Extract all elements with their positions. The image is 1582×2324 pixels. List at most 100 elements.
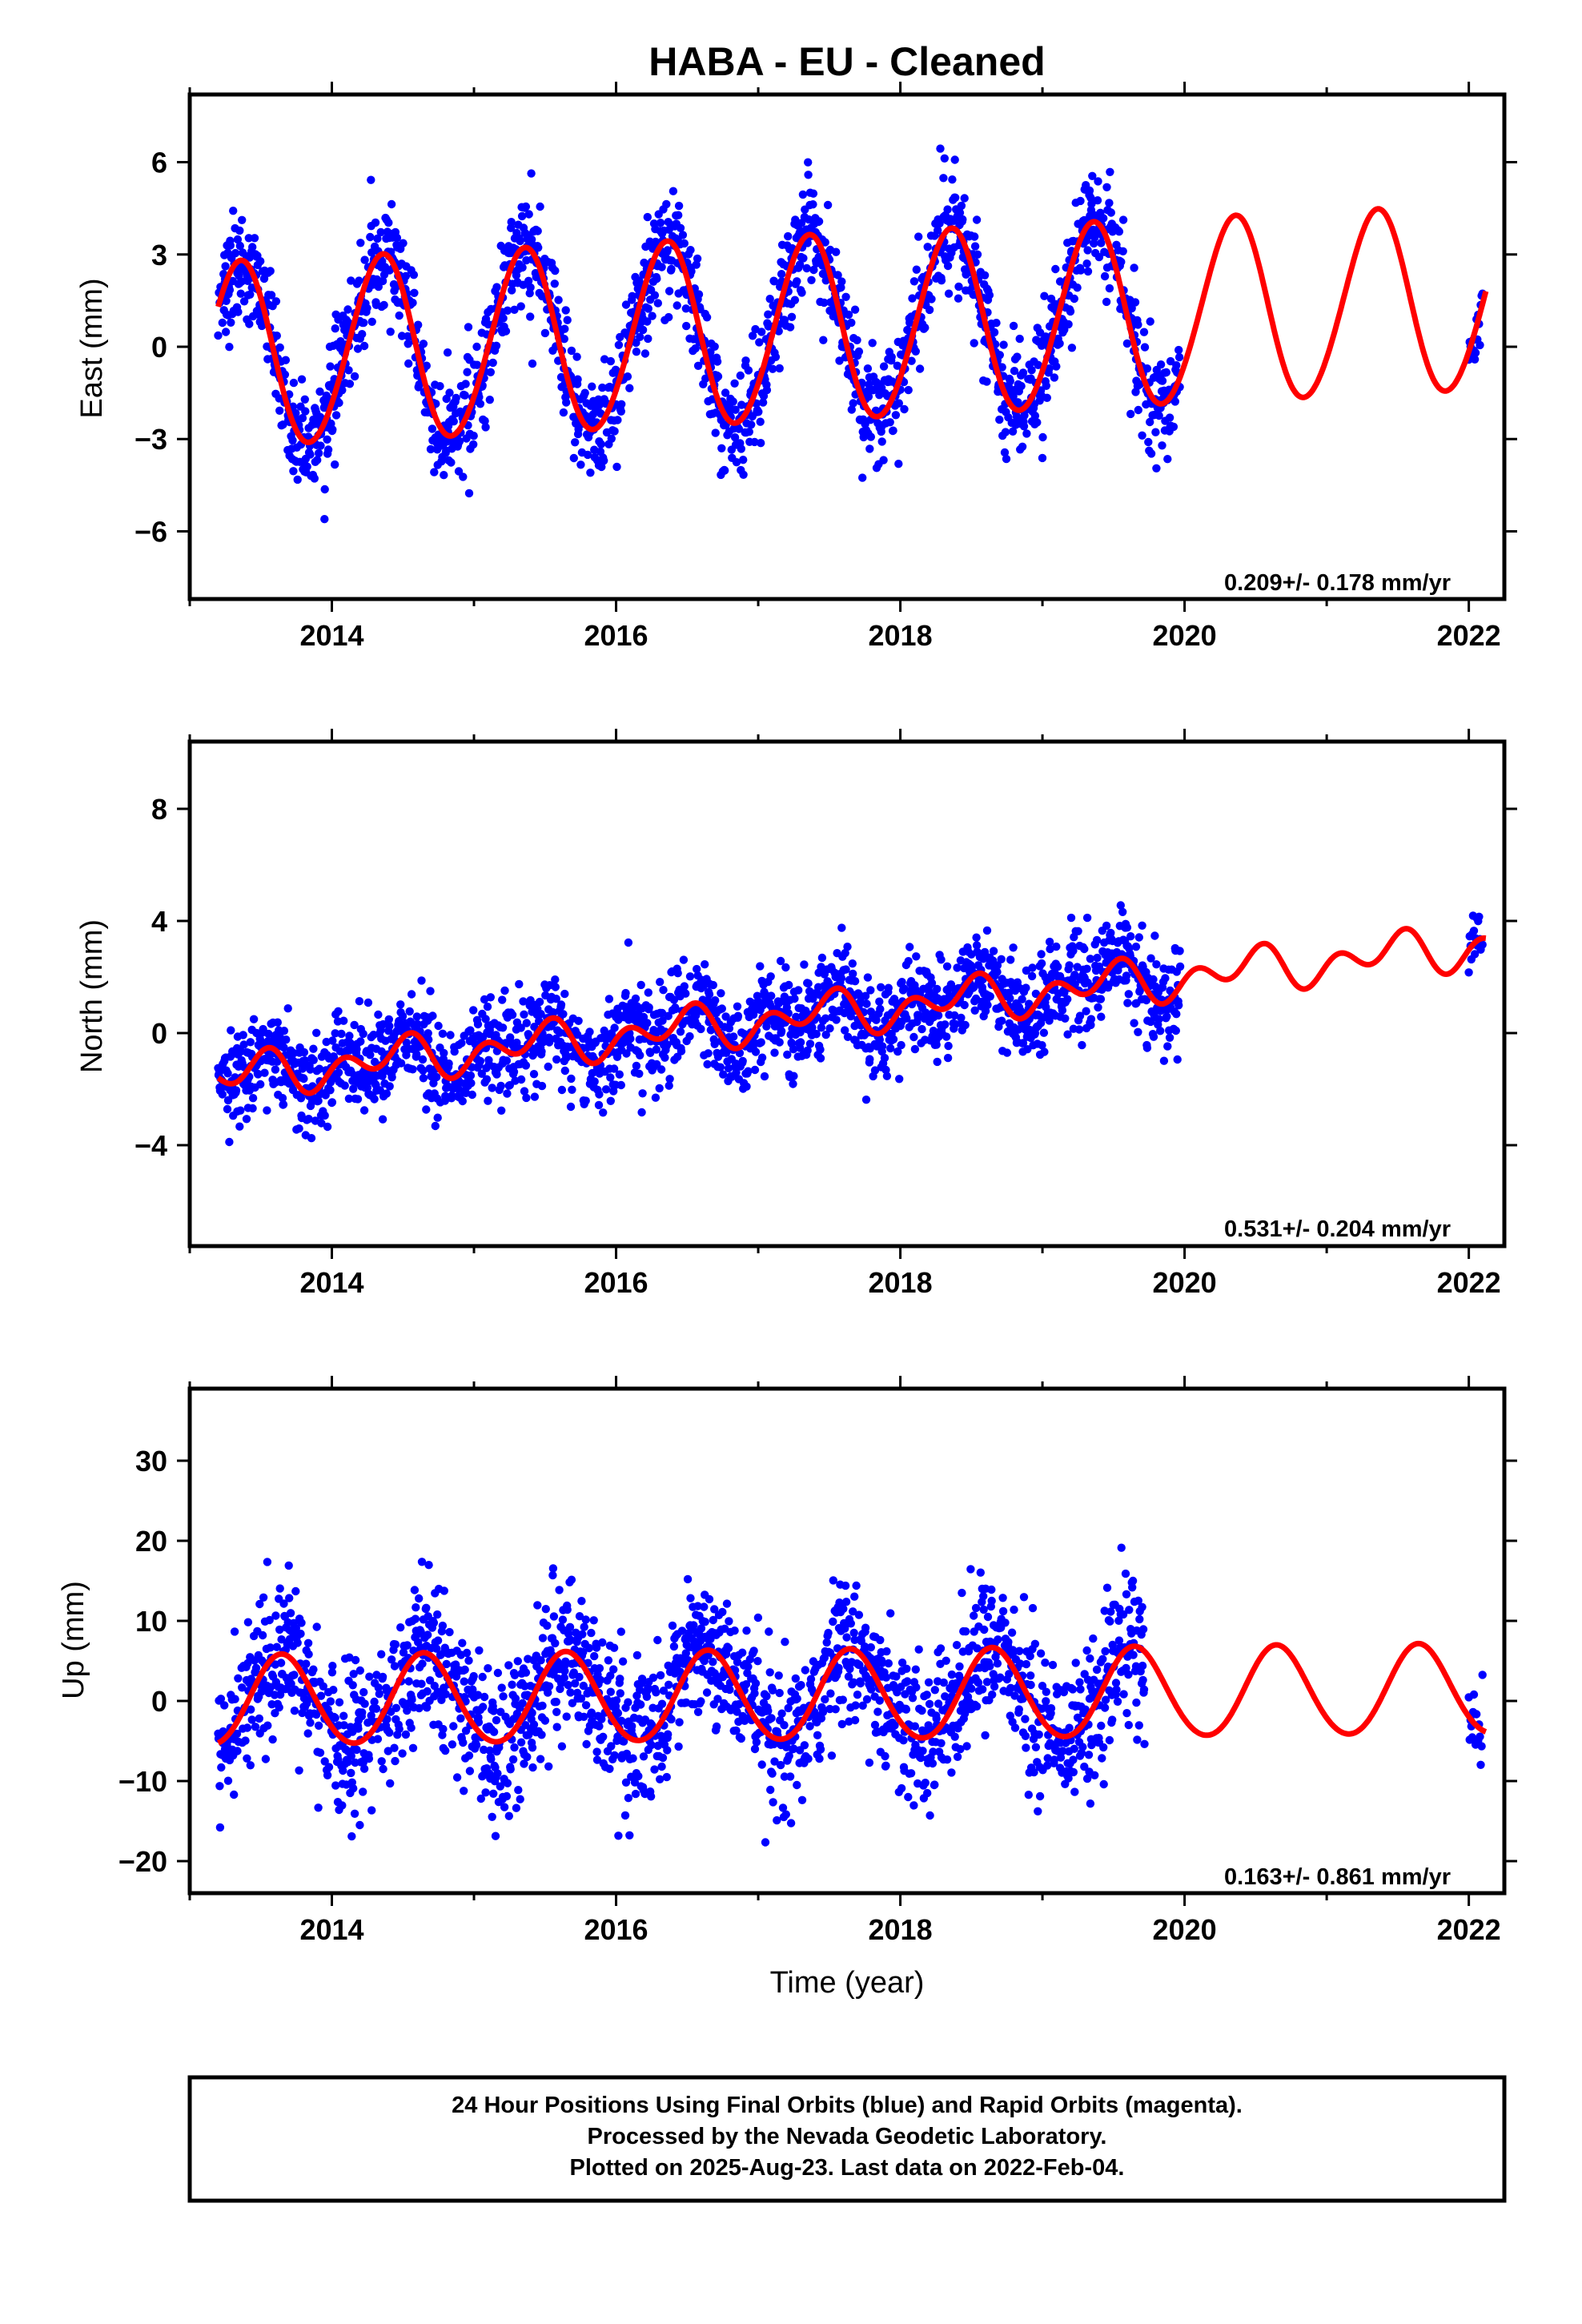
data-point: [652, 274, 661, 283]
data-point: [862, 999, 871, 1008]
data-point: [551, 975, 560, 984]
data-point: [353, 344, 363, 353]
data-point: [373, 1735, 383, 1743]
data-point: [401, 271, 411, 280]
data-point: [387, 199, 396, 209]
data-point: [1064, 320, 1073, 329]
data-point: [812, 1030, 821, 1039]
data-point: [1013, 352, 1022, 361]
data-point: [674, 201, 684, 211]
data-point: [248, 1094, 258, 1103]
data-point: [863, 973, 873, 982]
data-point: [492, 1715, 501, 1725]
data-point: [895, 1075, 904, 1084]
data-point: [1093, 953, 1102, 963]
data-point: [391, 1640, 400, 1649]
data-point: [534, 243, 543, 252]
data-point: [693, 1602, 702, 1610]
data-point: [552, 1707, 561, 1716]
data-point: [563, 316, 572, 324]
data-point: [614, 340, 624, 349]
data-point: [701, 374, 710, 383]
data-point: [999, 340, 1008, 349]
data-point: [729, 1032, 738, 1041]
data-point: [609, 1665, 618, 1674]
data-point: [552, 1698, 560, 1707]
data-point: [409, 271, 419, 279]
data-point: [510, 305, 519, 314]
data-point: [630, 1778, 640, 1787]
data-point: [359, 1029, 367, 1039]
data-point: [279, 1100, 288, 1109]
data-point: [877, 1042, 887, 1051]
data-point: [569, 453, 578, 463]
data-point: [386, 1779, 395, 1788]
data-point: [762, 385, 772, 395]
data-point: [673, 301, 681, 310]
data-point: [520, 1010, 528, 1019]
data-point: [563, 1605, 572, 1614]
data-point: [348, 1681, 357, 1690]
data-point: [303, 1729, 312, 1738]
data-point: [875, 997, 884, 1006]
data-point: [488, 1812, 496, 1821]
data-point: [1174, 352, 1184, 362]
data-point: [1162, 1012, 1171, 1021]
data-point: [551, 266, 560, 275]
model-curve-north: [216, 926, 1487, 1096]
data-point: [271, 1065, 280, 1074]
data-point: [408, 298, 417, 308]
data-point: [1135, 380, 1144, 389]
data-point: [587, 1628, 596, 1638]
data-point: [1034, 360, 1042, 369]
data-point: [326, 1086, 335, 1095]
data-point: [286, 1609, 295, 1618]
data-point: [762, 1022, 771, 1031]
data-point: [552, 1723, 561, 1731]
data-point: [754, 408, 763, 416]
data-point: [347, 1831, 356, 1841]
data-point: [897, 978, 906, 987]
data-point: [1022, 429, 1031, 438]
position-points-north: [214, 901, 1487, 1147]
data-point: [606, 1096, 615, 1106]
data-point: [499, 1692, 508, 1701]
data-point: [1073, 283, 1082, 292]
data-point: [404, 359, 413, 368]
data-point: [320, 1757, 329, 1766]
data-point: [337, 1029, 346, 1039]
data-point: [279, 1599, 288, 1608]
data-point: [894, 460, 903, 468]
data-point: [334, 1068, 343, 1077]
data-point: [632, 1061, 641, 1071]
data-point: [350, 1020, 359, 1030]
data-point: [689, 1621, 698, 1630]
data-point: [523, 1752, 532, 1762]
data-point: [419, 340, 428, 348]
data-point: [655, 1084, 664, 1093]
y-axis-label-east: East (mm): [75, 278, 109, 418]
data-point: [281, 356, 291, 364]
data-point: [1045, 364, 1054, 373]
data-point: [902, 1014, 911, 1023]
data-point: [594, 1100, 604, 1110]
data-point: [277, 1635, 286, 1644]
data-point: [359, 1106, 369, 1115]
data-point: [713, 357, 722, 366]
data-point: [710, 1039, 719, 1049]
data-point: [817, 953, 827, 963]
data-point: [679, 955, 689, 964]
data-point: [1134, 405, 1143, 415]
data-point: [445, 1627, 454, 1637]
data-point: [339, 1766, 347, 1775]
data-point: [1042, 381, 1051, 390]
data-point: [312, 1622, 321, 1631]
data-point: [482, 1075, 492, 1084]
data-point: [1038, 432, 1047, 442]
data-point: [819, 336, 828, 344]
data-point: [656, 1775, 665, 1783]
data-point: [567, 1575, 576, 1584]
data-point: [275, 1625, 284, 1634]
y-tick-label: 3: [151, 239, 167, 271]
data-point: [488, 1084, 496, 1092]
